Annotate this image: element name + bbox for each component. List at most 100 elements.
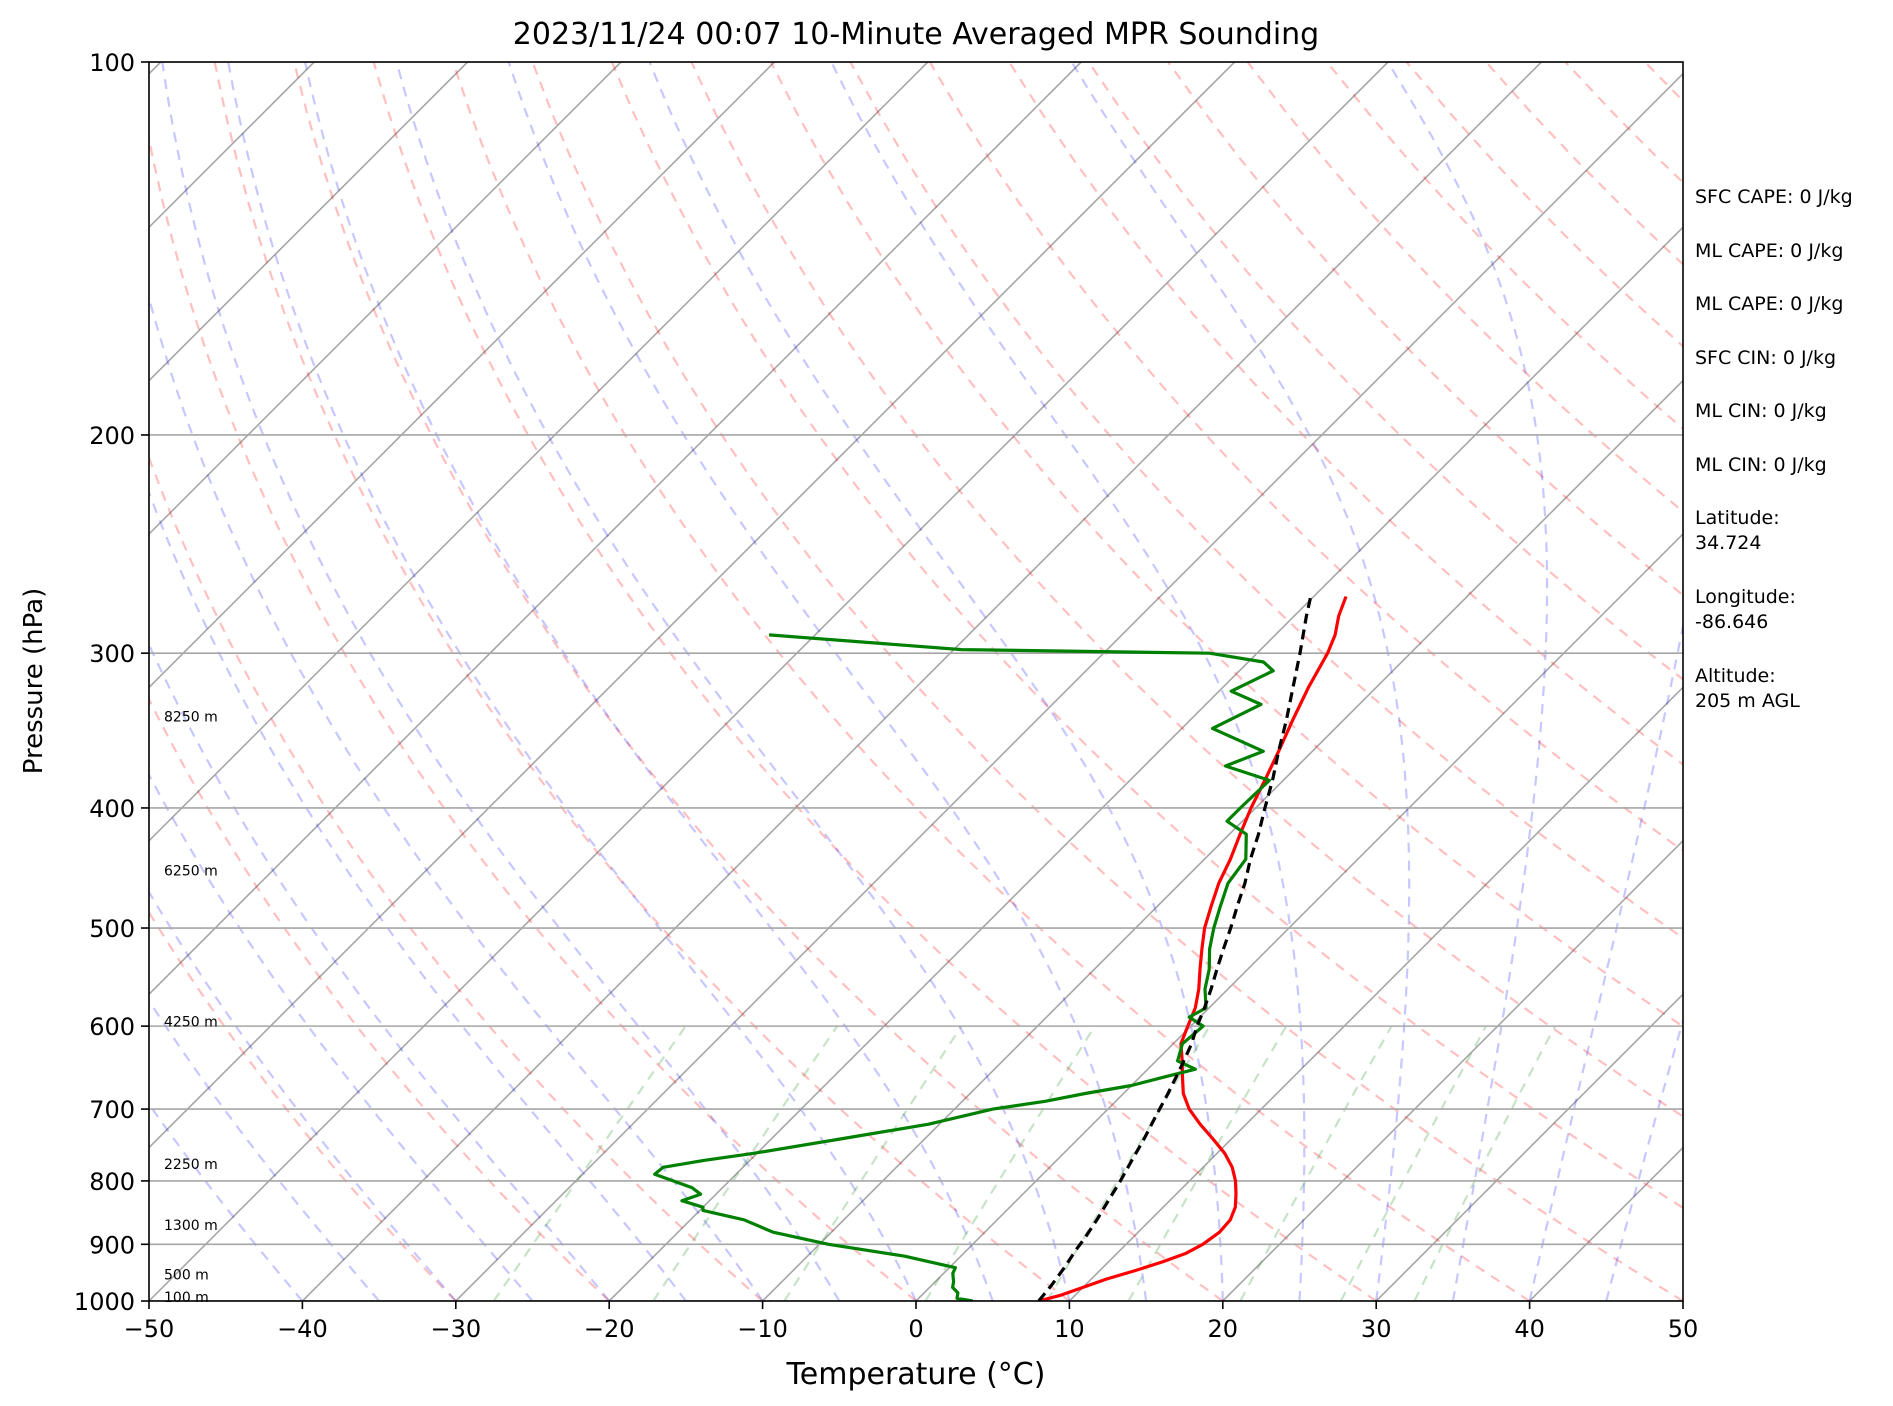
y-tick-label: 100 bbox=[89, 49, 135, 77]
dewpoint-line bbox=[653, 633, 1275, 1301]
x-tick-label: −20 bbox=[584, 1315, 635, 1343]
dry-adiabat-line bbox=[690, 62, 1683, 1118]
dry-adiabat-line bbox=[451, 62, 1531, 1301]
y-tick-label: 600 bbox=[89, 1013, 135, 1041]
moist-adiabat-line bbox=[507, 62, 1148, 1301]
isotherm-line bbox=[301, 62, 1542, 1301]
isotherm-line bbox=[149, 62, 469, 382]
dry-adiabat-line bbox=[610, 62, 1683, 1210]
x-tick-label: −30 bbox=[430, 1315, 481, 1343]
isotherm-line bbox=[1068, 686, 1683, 1301]
y-tick-label: 300 bbox=[89, 640, 135, 668]
y-tick-label: 400 bbox=[89, 795, 135, 823]
height-label: 500 m bbox=[164, 1268, 209, 1284]
moist-adiabat-line bbox=[149, 772, 534, 1301]
x-tick-label: 40 bbox=[1514, 1315, 1545, 1343]
sounding-indices-panel: SFC CAPE: 0 J/kg ML CAPE: 0 J/kg ML CAPE… bbox=[1695, 185, 1885, 743]
ml-cape-label: ML CAPE: 0 J/kg bbox=[1695, 239, 1844, 262]
x-tick-label: 30 bbox=[1361, 1315, 1392, 1343]
height-label: 6250 m bbox=[164, 863, 218, 879]
isotherm-line bbox=[608, 226, 1683, 1301]
dry-adiabat-line bbox=[149, 696, 610, 1301]
moist-adiabat-line bbox=[149, 642, 611, 1301]
y-tick-label: 1000 bbox=[74, 1288, 135, 1316]
isotherm-line bbox=[149, 62, 622, 536]
chart-title: 2023/11/24 00:07 10-Minute Averaged MPR … bbox=[513, 17, 1319, 52]
dry-adiabat-line bbox=[293, 62, 1224, 1301]
sfc-cin-label: SFC CIN: 0 J/kg bbox=[1695, 346, 1837, 369]
altitude-label: Altitude: 205 m AGL bbox=[1695, 665, 1800, 712]
ml-cape-label-2: ML CAPE: 0 J/kg bbox=[1695, 293, 1844, 315]
isotherm-line bbox=[762, 379, 1683, 1301]
pressure-gridlines bbox=[149, 62, 1683, 1301]
moist-adiabat-line bbox=[830, 62, 1306, 1301]
ml-cin-label-2: ML CIN: 0 J/kg bbox=[1695, 453, 1827, 476]
y-tick-label: 500 bbox=[89, 915, 135, 943]
moist-adiabat-line bbox=[648, 62, 1224, 1301]
moist-adiabat-line bbox=[227, 62, 917, 1301]
y-tick-label: 200 bbox=[89, 422, 135, 450]
height-label: 1300 m bbox=[164, 1218, 218, 1234]
isotherm-line bbox=[149, 62, 775, 689]
sfc-cape-label: SFC CAPE: 0 J/kg bbox=[1695, 186, 1853, 208]
isotherm-line bbox=[149, 62, 1082, 996]
mixing-ratio-line bbox=[1239, 1025, 1393, 1301]
dry-adiabat-line bbox=[213, 62, 1071, 1301]
mixing-ratio-line bbox=[783, 1025, 963, 1301]
moist-adiabat-line bbox=[1528, 620, 1683, 1301]
dry-adiabat-line bbox=[149, 910, 457, 1301]
height-labels: 100 m 500 m 1300 m 2250 m 4250 m 6250 m 8250 m bbox=[164, 709, 218, 1305]
temperature-line bbox=[1038, 595, 1348, 1301]
isotherm-line bbox=[1222, 839, 1683, 1301]
y-axis-label: Pressure (hPa) bbox=[19, 588, 49, 775]
y-axis-ticks: 100 200 300 400 500 600 700 800 900 1000 bbox=[74, 49, 149, 1316]
moist-adiabat-line bbox=[149, 998, 380, 1301]
x-axis-ticks: −50 −40 −30 −20 −10 0 10 20 30 40 50 bbox=[124, 1301, 1699, 1343]
mixing-ratio-line bbox=[1046, 1025, 1211, 1301]
mixing-ratio-line bbox=[924, 1025, 1096, 1301]
dry-adiabat-line bbox=[1167, 62, 1683, 597]
x-tick-label: 0 bbox=[908, 1315, 923, 1343]
longitude-label: Longitude: -86.646 bbox=[1695, 586, 1796, 633]
moist-adiabat-line bbox=[303, 62, 994, 1301]
moist-adiabat-line bbox=[1605, 1016, 1683, 1301]
mixing-ratio-line bbox=[1413, 1025, 1556, 1301]
dry-adiabat-line bbox=[928, 62, 1683, 853]
profile-lines bbox=[653, 595, 1348, 1301]
x-tick-label: 10 bbox=[1054, 1315, 1085, 1343]
moist-adiabat-line bbox=[149, 889, 457, 1301]
moist-adiabat-line bbox=[1070, 62, 1411, 1301]
y-tick-label: 700 bbox=[89, 1096, 135, 1124]
isotherm-line bbox=[149, 62, 929, 842]
moist-adiabat-line bbox=[149, 293, 764, 1301]
dry-adiabat-line bbox=[372, 62, 1377, 1301]
dry-adiabat-line bbox=[531, 62, 1683, 1301]
moist-adiabat-line bbox=[161, 62, 841, 1301]
x-tick-label: −50 bbox=[124, 1315, 175, 1343]
moist-adiabat-line bbox=[149, 489, 687, 1301]
parcel-line bbox=[1037, 596, 1313, 1301]
dry-adiabat-line bbox=[149, 454, 764, 1301]
isotherm-line bbox=[915, 532, 1683, 1301]
x-axis-label: Temperature (°C) bbox=[786, 1357, 1046, 1392]
height-label: 2250 m bbox=[164, 1157, 218, 1173]
x-tick-label: 50 bbox=[1668, 1315, 1699, 1343]
latitude-label: Latitude: 34.724 bbox=[1695, 507, 1780, 554]
mixing-ratio-line bbox=[492, 1025, 687, 1301]
background-reference-lines bbox=[0, 62, 1683, 1301]
isotherm-line bbox=[455, 72, 1683, 1301]
y-tick-label: 900 bbox=[89, 1231, 135, 1259]
dry-adiabat-line bbox=[149, 133, 917, 1301]
dry-adiabat-line bbox=[1087, 62, 1683, 681]
mixing-ratio-line bbox=[1339, 1025, 1487, 1301]
isotherm-line bbox=[0, 62, 7, 1301]
mixing-ratio-line bbox=[1127, 1025, 1288, 1301]
dry-adiabat-line bbox=[849, 62, 1683, 940]
height-label: 8250 m bbox=[164, 709, 218, 725]
moist-adiabat-line bbox=[1386, 62, 1549, 1301]
isotherm-line bbox=[149, 62, 1236, 1149]
dry-adiabat-line bbox=[769, 62, 1683, 1028]
x-tick-label: −40 bbox=[277, 1315, 328, 1343]
height-label: 100 m bbox=[164, 1290, 209, 1306]
